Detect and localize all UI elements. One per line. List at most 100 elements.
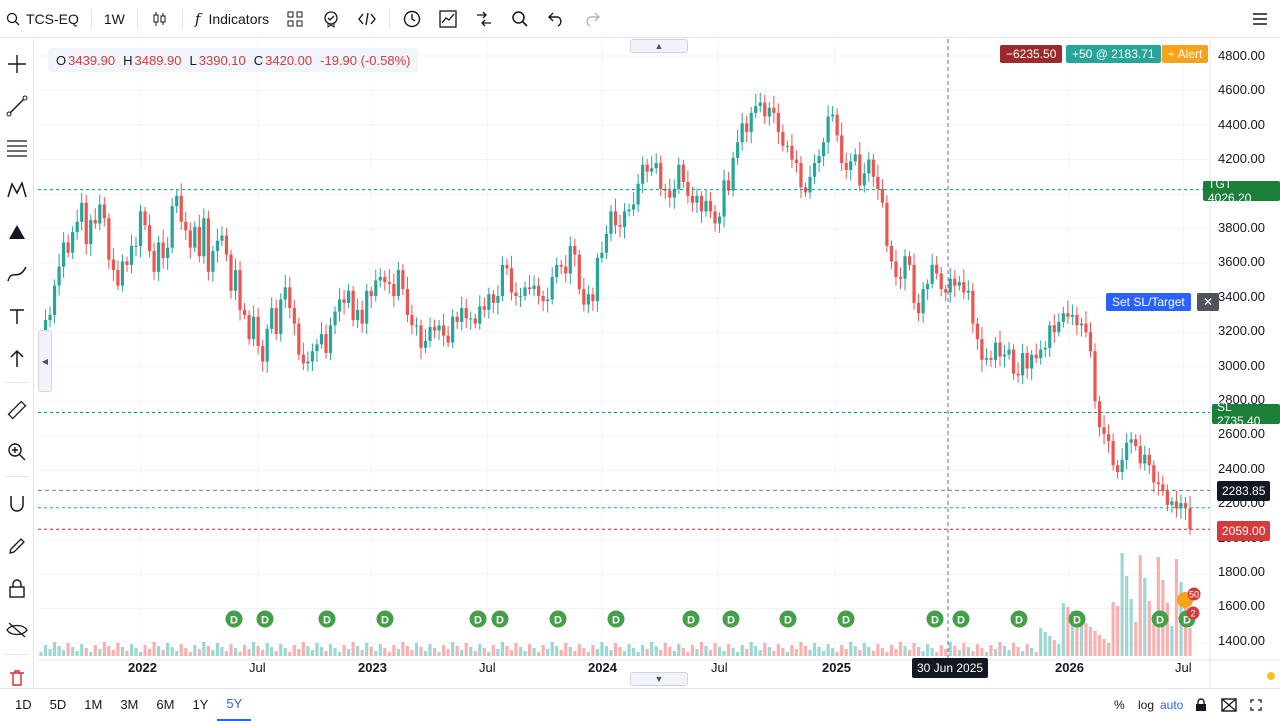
- candle-body: [532, 285, 536, 290]
- magnet-tool[interactable]: [5, 492, 29, 516]
- volume-bar: [224, 651, 229, 656]
- lock-scale-button[interactable]: [1195, 689, 1207, 721]
- range-button-5d[interactable]: 5D: [49, 697, 67, 712]
- candle-body: [527, 287, 532, 290]
- range-button-1d[interactable]: 1D: [15, 697, 32, 712]
- volume-bar: [1030, 648, 1034, 656]
- volume-bar: [844, 649, 848, 656]
- menu-button[interactable]: [1242, 0, 1278, 38]
- shape-tool[interactable]: [5, 220, 29, 244]
- bar-style-button[interactable]: [142, 0, 178, 38]
- hide-drawings-tool[interactable]: [5, 618, 29, 642]
- volume-bar: [1138, 555, 1142, 656]
- candle-body: [1188, 508, 1192, 530]
- magnet-icon: [10, 496, 24, 512]
- volume-bar: [175, 651, 179, 656]
- volume-bar: [880, 648, 884, 656]
- range-button-1y[interactable]: 1Y: [192, 697, 209, 712]
- candle-body: [292, 308, 296, 324]
- volume-bar: [52, 642, 57, 656]
- candle-body: [1079, 323, 1084, 326]
- templates-button[interactable]: [277, 0, 313, 38]
- zoom-button[interactable]: [502, 0, 538, 38]
- volume-bar: [1156, 557, 1160, 656]
- candle-body: [175, 195, 179, 207]
- volume-bar: [147, 649, 152, 656]
- volume-bar: [1102, 639, 1106, 656]
- auto-toggle[interactable]: auto: [1160, 698, 1184, 712]
- price-chart[interactable]: D D D D D D D D D D D D D D D D D D 50 2: [38, 39, 1280, 687]
- clock-button[interactable]: [394, 0, 430, 38]
- collapse-bottom-button[interactable]: ▼: [630, 672, 688, 686]
- lock-drawings-tool[interactable]: [5, 576, 29, 600]
- position-badge[interactable]: +50 @ 2183.71: [1066, 45, 1161, 63]
- settings-button[interactable]: [1221, 689, 1237, 721]
- candle-body: [193, 226, 197, 248]
- keep-drawing-tool[interactable]: [5, 534, 29, 558]
- symbol-search[interactable]: TCS-EQ: [0, 0, 87, 38]
- candle-body: [509, 268, 514, 293]
- range-button-1m[interactable]: 1M: [84, 697, 103, 712]
- undo-button[interactable]: [538, 0, 574, 38]
- alert-button[interactable]: [313, 0, 349, 38]
- trendline-tool[interactable]: [5, 94, 29, 118]
- arrow-tool[interactable]: [5, 346, 29, 370]
- candle-body: [306, 361, 310, 364]
- volume-bar: [595, 649, 600, 656]
- volume-bar: [238, 652, 242, 656]
- candle-body: [75, 221, 79, 233]
- dividend-marker-label: D: [842, 615, 850, 627]
- dividend-marker-label: D: [554, 615, 562, 627]
- indicators-button[interactable]: f Indicators: [187, 0, 277, 38]
- candle-body: [695, 195, 699, 203]
- candle-body: [821, 142, 826, 157]
- volume-bar: [699, 642, 704, 656]
- volume-bar: [889, 645, 894, 656]
- volume-bar: [930, 648, 934, 656]
- compare-button[interactable]: [430, 0, 466, 38]
- target-tag[interactable]: TGT 4026.20: [1203, 177, 1280, 205]
- log-toggle[interactable]: log: [1138, 698, 1155, 712]
- stoploss-tag[interactable]: SL 2735.40: [1212, 400, 1280, 428]
- range-button-6m[interactable]: 6M: [156, 697, 175, 712]
- crosshair-tool[interactable]: [5, 52, 29, 76]
- volume-bar: [935, 652, 939, 656]
- candle-body: [831, 114, 835, 117]
- collapse-left-button[interactable]: ◀: [38, 330, 52, 392]
- brush-tool[interactable]: [5, 262, 29, 286]
- percent-toggle[interactable]: %: [1114, 698, 1125, 712]
- volume-bar: [754, 646, 758, 656]
- interval-button[interactable]: 1W: [103, 10, 125, 27]
- zoom-in-tool[interactable]: [5, 440, 29, 464]
- code-button[interactable]: [349, 0, 385, 38]
- price-axis-label: 1600.00: [1218, 598, 1265, 614]
- dividend-marker-label: D: [1156, 615, 1164, 627]
- volume-bar: [722, 651, 726, 656]
- compare-icon: [439, 9, 457, 28]
- text-tool[interactable]: [5, 304, 29, 328]
- collapse-top-button[interactable]: ▲: [630, 39, 688, 53]
- set-sl-target-button[interactable]: Set SL/Target: [1106, 293, 1191, 311]
- candle-body: [582, 289, 586, 305]
- candle-body: [586, 294, 590, 305]
- measure-tool[interactable]: [5, 398, 29, 422]
- range-button-5y[interactable]: 5Y: [217, 689, 252, 721]
- redo-button[interactable]: [574, 0, 610, 38]
- candle-body: [989, 358, 993, 360]
- close-sl-target-button[interactable]: ✕: [1197, 293, 1219, 311]
- candle-body: [541, 295, 545, 302]
- volume-bar: [681, 648, 685, 656]
- volume-bar: [645, 649, 649, 656]
- zoom-in-icon: [8, 443, 26, 461]
- add-alert-button[interactable]: + Alert: [1162, 45, 1209, 63]
- fullscreen-button[interactable]: [1250, 689, 1262, 721]
- candle-body: [636, 183, 640, 205]
- ohlc-legend: O 3439.90 H 3489.90 L 3390.10 C 3420.00 -19.…: [48, 48, 419, 72]
- dividend-marker-label: D: [1015, 615, 1023, 627]
- pattern-tool[interactable]: [5, 178, 29, 202]
- replay-button[interactable]: [466, 0, 502, 38]
- remove-drawings-tool[interactable]: [5, 669, 29, 687]
- candle-body: [328, 325, 333, 353]
- range-button-3m[interactable]: 3M: [120, 697, 139, 712]
- fib-tool[interactable]: [5, 136, 29, 160]
